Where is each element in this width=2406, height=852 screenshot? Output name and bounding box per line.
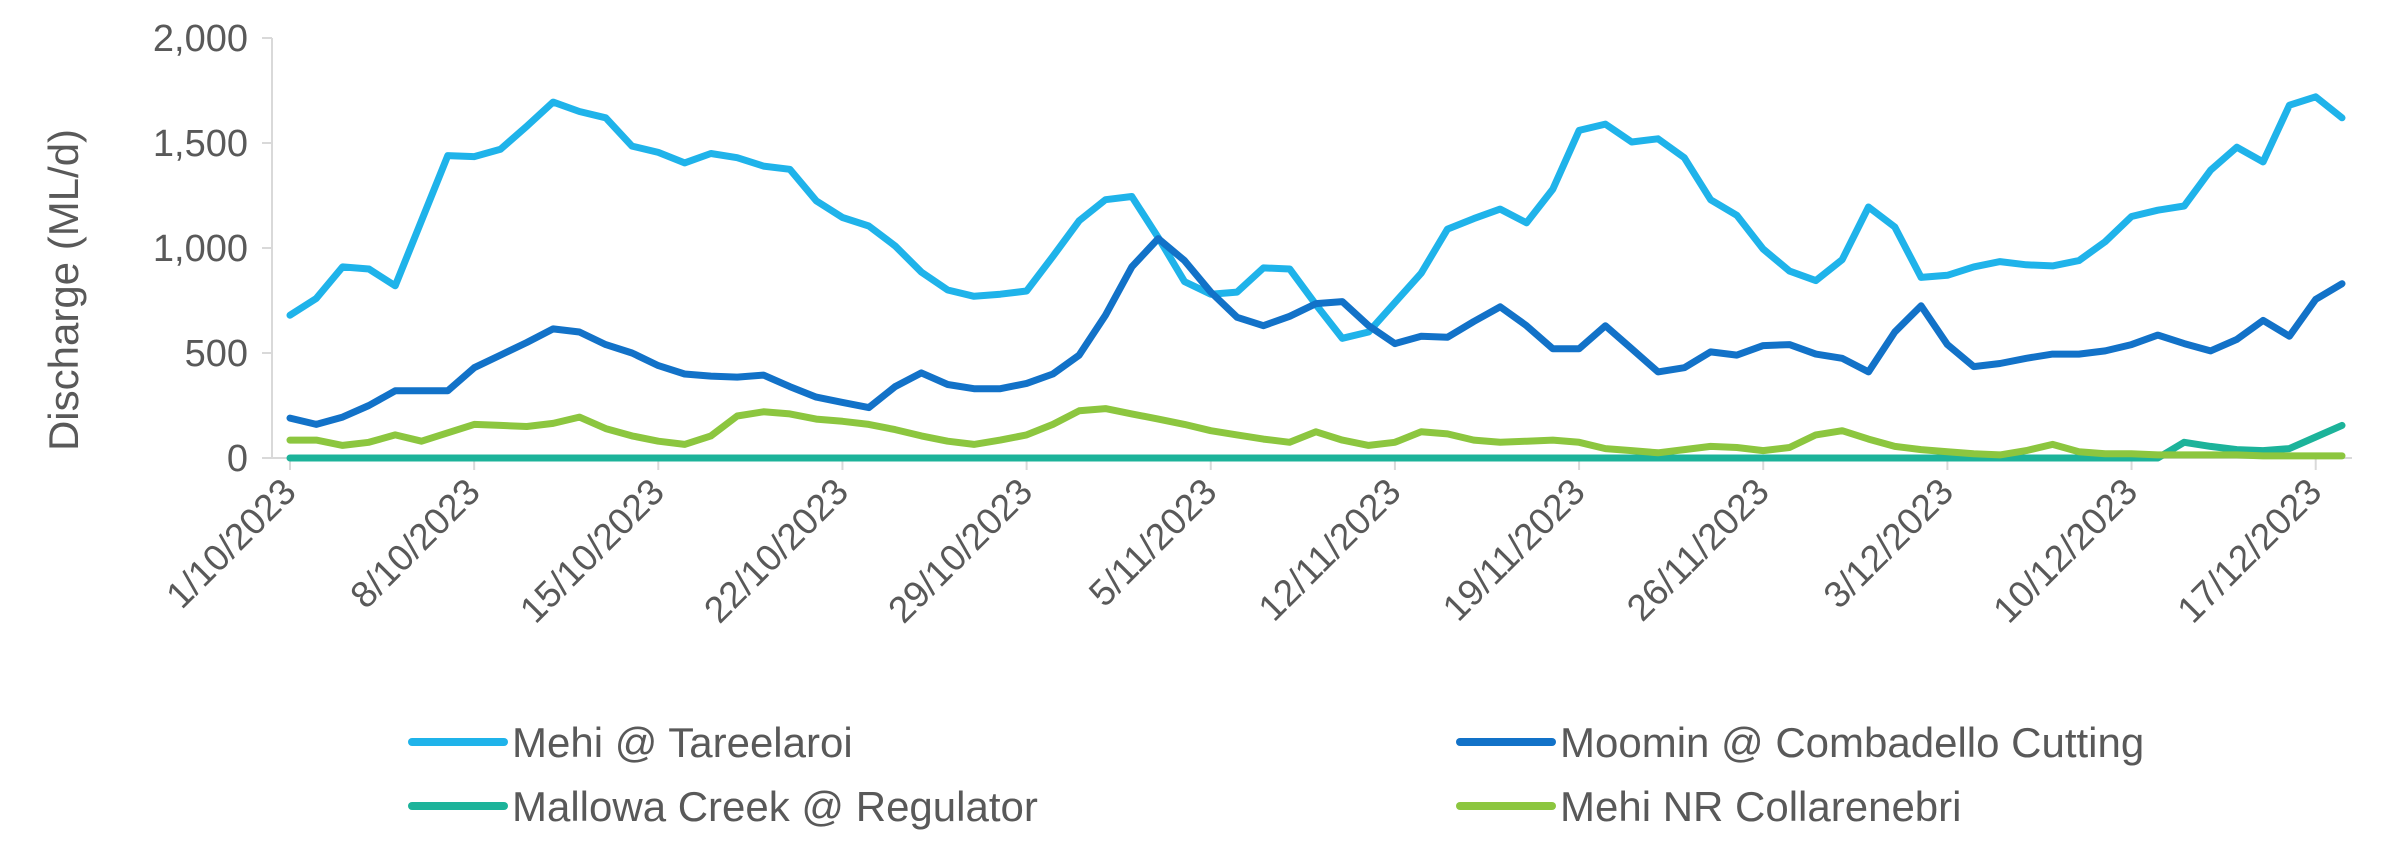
legend: Mehi @ Tareelaroi Moomin @ Combadello Cut… xyxy=(408,719,2144,830)
x-tick-label: 19/11/2023 xyxy=(1435,471,1593,629)
y-tick-label: 1,500 xyxy=(153,123,248,165)
x-tick-label: 3/12/2023 xyxy=(1816,471,1961,616)
series-line-4 xyxy=(286,405,2346,460)
x-tick-label: 1/10/2023 xyxy=(158,471,303,616)
legend-label: Mehi NR Collarenebri xyxy=(1560,783,1961,830)
legend-item: Mehi @ Tareelaroi xyxy=(408,719,853,766)
y-tick-label: 500 xyxy=(185,333,248,375)
x-tick-label: 26/11/2023 xyxy=(1619,471,1777,629)
series-line-2 xyxy=(286,235,2346,428)
legend-item: Moomin @ Combadello Cutting xyxy=(1456,719,2144,766)
series-lines xyxy=(286,93,2346,462)
y-tick-label: 1,000 xyxy=(153,228,248,270)
x-tick-label: 8/10/2023 xyxy=(342,471,487,616)
x-tick-label: 22/10/2023 xyxy=(696,471,856,631)
y-tick-label: 0 xyxy=(227,438,248,480)
x-tick-label: 17/12/2023 xyxy=(2169,471,2329,631)
x-tick-label: 29/10/2023 xyxy=(880,471,1040,631)
legend-label: Mallowa Creek @ Regulator xyxy=(512,783,1038,830)
y-axis-title: Discharge (ML/d) xyxy=(40,129,87,451)
x-axis: 1/10/2023 8/10/2023 15/10/2023 22/10/2023 29… xyxy=(158,457,2352,631)
x-tick-label: 15/10/2023 xyxy=(512,471,672,631)
x-tick-label: 10/12/2023 xyxy=(1985,471,2145,631)
x-tick-label: 5/11/2023 xyxy=(1081,471,1224,614)
legend-item: Mallowa Creek @ Regulator xyxy=(408,783,1038,830)
legend-label: Moomin @ Combadello Cutting xyxy=(1560,719,2144,766)
legend-label: Mehi @ Tareelaroi xyxy=(512,719,853,766)
y-axis: 0 500 1,000 1,500 2,000 xyxy=(153,18,273,480)
y-tick-label: 2,000 xyxy=(153,18,248,60)
legend-item: Mehi NR Collarenebri xyxy=(1456,783,1961,830)
x-tick-label: 12/11/2023 xyxy=(1251,471,1409,629)
